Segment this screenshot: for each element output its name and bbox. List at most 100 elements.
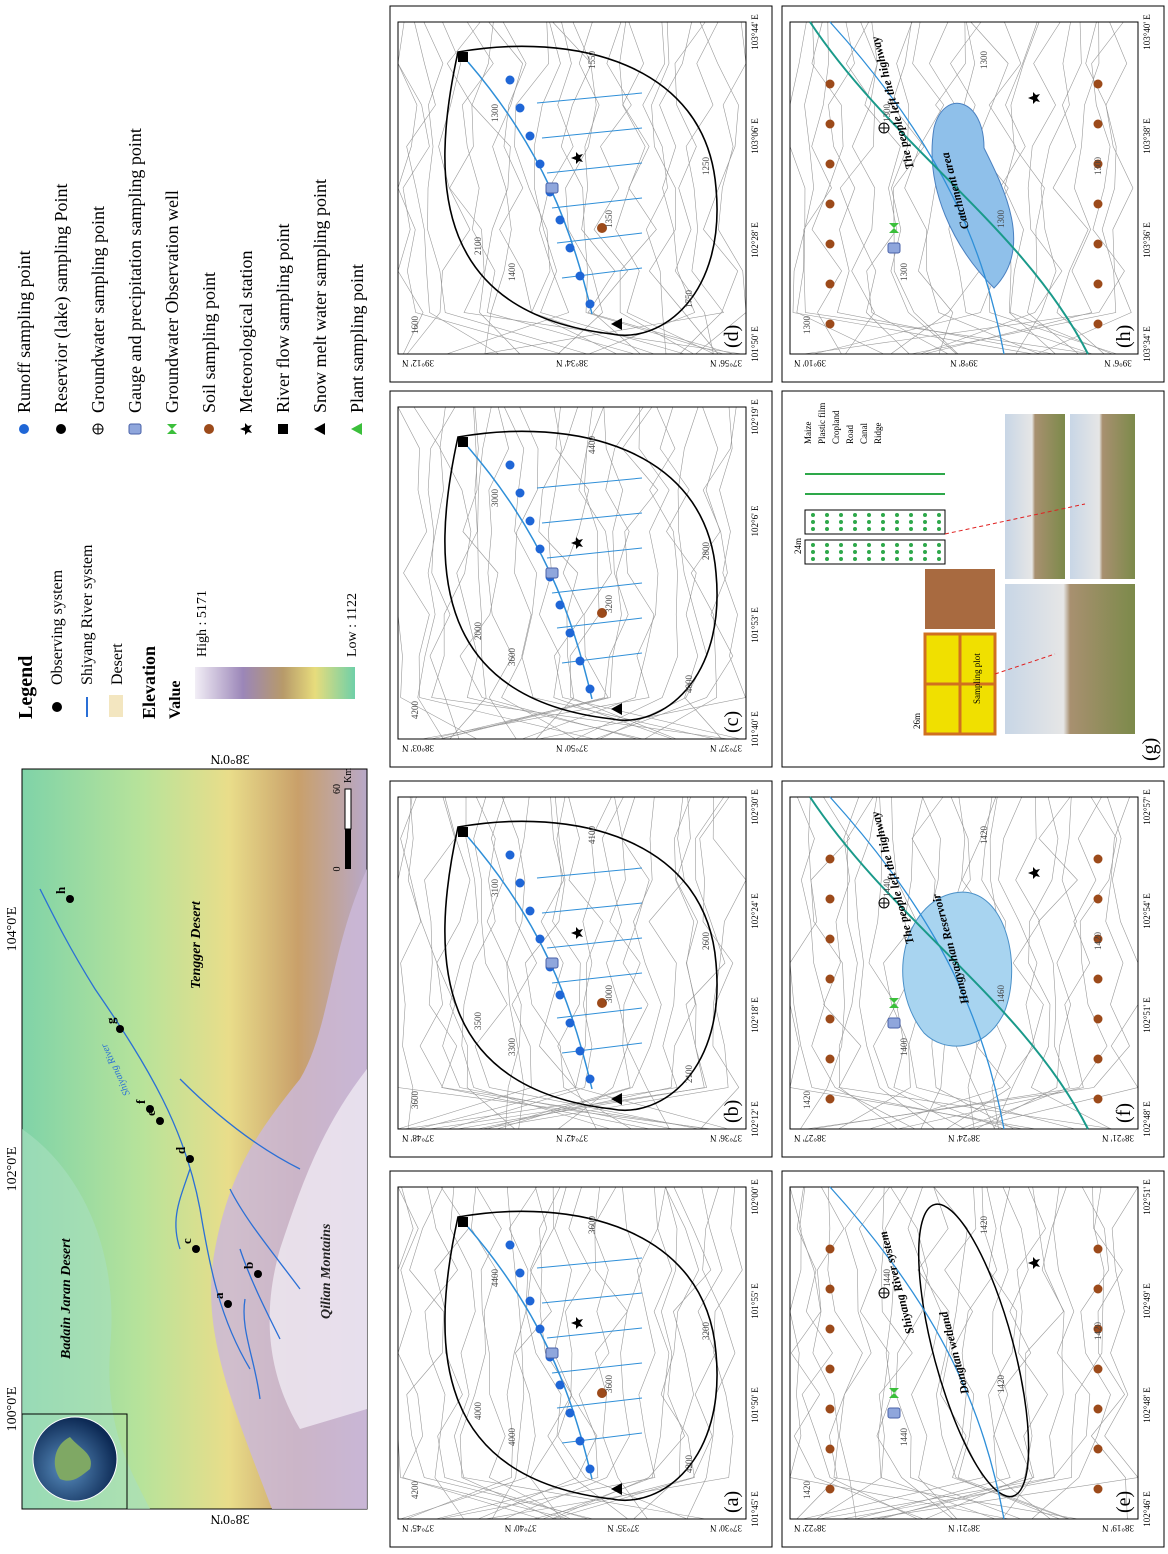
point-symbol (314, 423, 325, 435)
point-symbol (825, 319, 835, 329)
lon-label: 102°24' E (750, 893, 760, 929)
contour-label: 1440 (899, 1428, 909, 1447)
panel-label: (h) (1113, 325, 1135, 348)
globe-land (54, 1437, 91, 1481)
contour-line (619, 21, 694, 355)
contour-line (869, 796, 1038, 1130)
lat-label: 37°56' N (710, 358, 742, 368)
point-symbol (1093, 974, 1103, 984)
contour-line (1036, 21, 1134, 355)
panel-frame (781, 1170, 1165, 1548)
plot-grid-lines (925, 634, 995, 734)
contour-label: 1440 (882, 879, 892, 898)
maize-dot (839, 550, 843, 554)
contour-line (406, 21, 500, 355)
point-symbol (825, 239, 835, 249)
maize-dot (867, 520, 871, 524)
contour-line (642, 21, 668, 355)
maize-dot (909, 557, 913, 561)
map-frame (789, 796, 1139, 1130)
scale-label: 0 (332, 867, 343, 872)
contour-label: 1750 (684, 290, 694, 309)
contour-line (599, 406, 708, 740)
lon-label: 102°28' E (750, 222, 760, 258)
point-symbol (825, 1054, 835, 1064)
tributary (551, 582, 643, 594)
point-symbol (1093, 1484, 1103, 1494)
contour-line (486, 796, 525, 1130)
point-symbol (525, 131, 535, 141)
contour-line (960, 796, 1078, 1130)
maize-dot (909, 527, 913, 531)
point-symbol (525, 516, 535, 526)
highway (809, 796, 1089, 1130)
point-symbol (19, 424, 29, 434)
tributary (541, 902, 643, 914)
point-symbol (825, 1014, 835, 1024)
contour-line (400, 1186, 552, 1520)
contour-line (595, 406, 737, 740)
maize-dot (937, 550, 941, 554)
maize-dot (853, 513, 857, 517)
map-frame (789, 21, 1139, 355)
lon-label: 102°0'E (5, 1147, 20, 1192)
contour-line (552, 796, 729, 1130)
tributary (536, 92, 643, 104)
site-label: h (53, 886, 68, 894)
contour-line (423, 21, 588, 355)
lat-label: 38°21' N (1102, 1133, 1134, 1143)
crop-profile (805, 473, 945, 495)
contour-label: 1300 (996, 210, 1006, 229)
maize-dot (937, 513, 941, 517)
site-dot (66, 895, 74, 903)
map-frame (397, 1186, 747, 1520)
point-symbol (565, 628, 575, 638)
tributary (536, 477, 643, 489)
maize-dot (895, 557, 899, 561)
river (179, 1078, 301, 1170)
legend-point-item: River flow sampling point (273, 224, 293, 413)
site-dot (254, 1270, 262, 1278)
point-symbol (1093, 1284, 1103, 1294)
maize-dot (909, 550, 913, 554)
maize-dot (895, 520, 899, 524)
lon-label: 100°0'E (5, 1387, 20, 1432)
photo (1070, 414, 1135, 579)
point-symbol (565, 1408, 575, 1418)
contour-line (569, 406, 677, 740)
point-symbol (1093, 934, 1103, 944)
point-symbol (1028, 92, 1040, 104)
point-symbol (240, 423, 252, 435)
point-symbol (555, 1380, 565, 1390)
tributary (546, 547, 643, 559)
contour-line (828, 21, 1054, 355)
contour-line (461, 796, 611, 1130)
point-symbol (825, 1094, 835, 1104)
panel (389, 390, 773, 768)
maize-dot (895, 543, 899, 547)
panel (389, 780, 773, 1158)
maize-dot (853, 557, 857, 561)
contour-label: 3600 (507, 648, 517, 667)
contour-label: 3600 (587, 1216, 597, 1235)
river (829, 1186, 1005, 1520)
contour-line (813, 21, 1009, 355)
contour-line (406, 1186, 537, 1520)
point-symbol (825, 1364, 835, 1374)
lat-label: 38°19' N (1102, 1523, 1134, 1533)
contour-line (797, 796, 916, 1130)
point-symbol (1093, 319, 1103, 329)
point-symbol (545, 957, 559, 969)
lon-label: 104°0'E (5, 907, 20, 952)
contour-label: 3600 (410, 1091, 420, 1110)
contour-line (864, 21, 949, 355)
tributary (561, 267, 643, 279)
contour-line (429, 796, 726, 1130)
point-symbol (825, 1324, 835, 1334)
contour-label: 1420 (802, 1481, 812, 1500)
schematic-label: Road (845, 425, 855, 444)
point-symbol (565, 243, 575, 253)
contour-line (477, 796, 696, 1130)
maize-dot (937, 557, 941, 561)
contour-label: 3300 (507, 1038, 517, 1057)
